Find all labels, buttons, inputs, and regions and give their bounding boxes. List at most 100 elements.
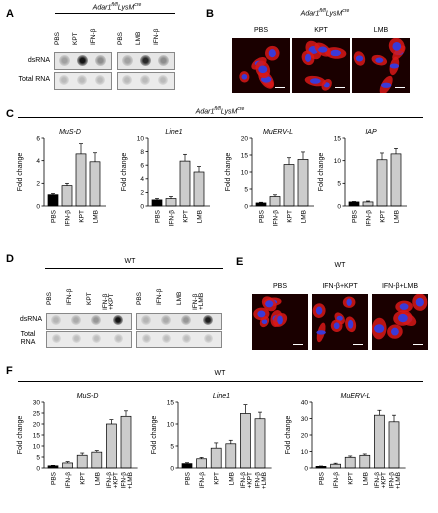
panel-c-xlabel-3-pbs: PBS xyxy=(352,209,359,223)
panel-b-scale-bar-2 xyxy=(395,86,405,88)
hdr-b-main: Adar1 xyxy=(300,10,320,18)
panel-f-yticklabel-0-6: 30 xyxy=(33,399,41,406)
panel-b-label-lmb: LMB xyxy=(373,27,389,34)
panel-c-charts: MuS-D Fold change 0 2 4 6 PBS IFN-β KPT LMB Line1 F… xyxy=(17,129,407,226)
panel-c-bar-1-lmb xyxy=(193,171,205,207)
panel-a-total-dot-0 xyxy=(59,75,69,85)
hdr-c-sup1: fl/fl xyxy=(214,106,221,112)
panel-c-yticklabel-1-2: 4 xyxy=(140,176,144,183)
panel-c-ylabel-1: Fold change xyxy=(121,153,128,192)
panel-a-dsrna-dot-3 xyxy=(121,54,133,66)
panel-f-xlabel-0-ifn-lmb: IFN-β+LMB xyxy=(121,472,135,489)
panel-c-yticklabel-2-4: 20 xyxy=(241,135,249,142)
panel-c-bar-0-lmb xyxy=(89,161,101,207)
panel-f-bar-2-kpt xyxy=(344,456,356,469)
panel-f-chart-1: Line1 Fold change 0 5 10 15 PBS IFN-β KPT LMB IFN-… xyxy=(151,393,272,489)
panel-c-bar-1-kpt xyxy=(179,160,191,207)
panel-a-dsrna-dot-0 xyxy=(58,54,70,66)
panel-c-yticklabel-3-2: 10 xyxy=(334,158,342,165)
panel-f-yticklabel-2-1: 10 xyxy=(301,449,309,456)
panel-a-total-dot-2 xyxy=(95,75,105,85)
panel-f-ylabel-0: Fold change xyxy=(17,416,24,455)
panel-f-bar-0-ifn xyxy=(62,462,73,469)
panel-f-yticklabel-1-3: 15 xyxy=(167,399,175,406)
panel-c-bar-3-ifn xyxy=(362,201,374,207)
panel-c-chart-2: MuERV-L Fold change 0 5 10 15 20 PBS IFN-β KPT LMB xyxy=(225,129,314,226)
panel-f-xlabel-1-ifn-lmb: IFN-β+LMB xyxy=(255,472,269,489)
panel-c-xlabel-3-kpt: KPT xyxy=(380,210,387,223)
panel-c-bar-2-kpt xyxy=(283,164,295,207)
panel-b-image-lmb xyxy=(352,38,410,93)
panel-f-xlabel-0-ifn: IFN-β xyxy=(65,472,72,489)
panel-f-xlabel-0-ifn-kpt: IFN-β+KPT xyxy=(106,472,120,489)
panel-c-bar-0-ifn xyxy=(61,185,73,207)
panel-d-row-dsrna: dsRNA xyxy=(19,316,42,323)
panel-d-header: WT xyxy=(124,258,136,265)
panel-f-xlabel-line1-2-4: IFN-β xyxy=(374,472,381,489)
panel-a-lane-5-ifn: IFN-β xyxy=(153,28,160,45)
panel-f-bar-1-pbs xyxy=(181,463,193,469)
panel-e-label-ifn-lmb: IFN-β+LMB xyxy=(381,283,419,290)
panel-f-bar-0-ifn-lmb xyxy=(120,415,132,469)
panel-f-xlabel-line2-1-4: +KPT xyxy=(246,472,253,488)
panel-c-bar-2-lmb xyxy=(297,159,309,207)
panel-d-total-dot-5 xyxy=(161,333,171,343)
panel-b-image-pbs xyxy=(232,38,290,93)
panel-label-b: B xyxy=(206,8,214,20)
panel-d-lane-6-lmb: LMB xyxy=(176,291,183,305)
panel-f-ylabel-1: Fold change xyxy=(151,416,158,455)
panel-c-yticklabel-0-2: 4 xyxy=(36,158,40,165)
panel-c-bar-3-lmb xyxy=(390,153,402,207)
panel-f-chart-0: MuS-D Fold change 0 5 10 15 20 25 30 PBS IFN-β KPT L… xyxy=(17,393,138,489)
panel-d-blot-dsrna-2 xyxy=(136,313,222,330)
panel-d-total-dot-3 xyxy=(113,333,123,343)
panel-a-dsrna-dot-4 xyxy=(139,54,151,66)
panel-f-bar-2-ifn-kpt xyxy=(374,414,385,469)
panel-d-blot-total-1 xyxy=(46,331,132,348)
panel-d-total-dot-1 xyxy=(71,333,81,343)
panel-f-yticklabel-2-2: 20 xyxy=(301,432,309,439)
panel-c-bar-3-kpt xyxy=(376,159,388,207)
panel-d-dsrna-dot-5 xyxy=(161,315,171,325)
panel-a-lane-3-pbs: PBS xyxy=(117,31,124,45)
panel-a-total-dot-3 xyxy=(122,75,132,85)
panel-e-image-ifn-lmb xyxy=(372,294,428,350)
panel-a-total-dot-1 xyxy=(77,75,87,85)
panel-c-title-0: MuS-D xyxy=(59,129,81,136)
panel-d-lane-0-pbs: PBS xyxy=(46,291,53,305)
panel-f-yticklabel-1-1: 5 xyxy=(170,443,174,450)
panel-c-yticklabel-1-3: 6 xyxy=(140,163,144,170)
panel-d-total-dot-7 xyxy=(203,333,213,343)
panel-e-scale-bar-0 xyxy=(293,343,303,345)
panel-d-dsrna-dot-6 xyxy=(181,315,191,325)
panel-f-yticklabel-0-3: 15 xyxy=(33,432,41,439)
panel-c-xlabel-3-lmb: LMB xyxy=(394,210,401,223)
panel-c-bar-1-pbs xyxy=(151,199,163,207)
panel-f-xlabel-1-kpt: KPT xyxy=(214,472,221,485)
panel-f-xlabel-line1-0-5: IFN-β xyxy=(121,472,128,489)
panel-c-bar-0-pbs xyxy=(47,194,59,207)
panel-b-scale-bar-1 xyxy=(335,86,345,88)
panel-e-header: WT xyxy=(334,262,346,269)
panel-d-dsrna-dot-2 xyxy=(91,315,101,325)
panel-c-xlabel-1-pbs: PBS xyxy=(155,209,162,223)
panel-f-xlabel-2-lmb: LMB xyxy=(362,472,369,485)
panel-f-xlabel-2-kpt: KPT xyxy=(348,472,355,485)
panel-d-row-total: Total RNA xyxy=(2,331,42,347)
panel-a-dsrna-dot-5 xyxy=(157,54,169,66)
panel-c-bar-1-ifn xyxy=(165,198,177,207)
panel-f-xlabel-line2-1-5: +LMB xyxy=(261,472,268,489)
panel-f-yticklabel-0-1: 5 xyxy=(36,454,40,461)
panel-c-yticklabel-2-3: 15 xyxy=(241,152,249,159)
panel-f-ylabel-2: Fold change xyxy=(285,416,292,455)
panel-c-xlabel-1-kpt: KPT xyxy=(183,210,190,223)
panel-f-bar-2-lmb xyxy=(359,454,371,469)
panel-d-total-dot-4 xyxy=(141,333,151,343)
hdr-a-main: Adar1 xyxy=(92,4,112,12)
hdr-b-mid: LysM xyxy=(325,10,343,18)
panel-f-yticklabel-1-0: 0 xyxy=(170,465,174,472)
panel-c-bar-2-pbs xyxy=(255,202,267,207)
panel-a-header-line xyxy=(55,13,175,14)
panel-b-scale-bar-0 xyxy=(275,86,285,88)
hdr-a-sup2: cre xyxy=(134,2,142,8)
